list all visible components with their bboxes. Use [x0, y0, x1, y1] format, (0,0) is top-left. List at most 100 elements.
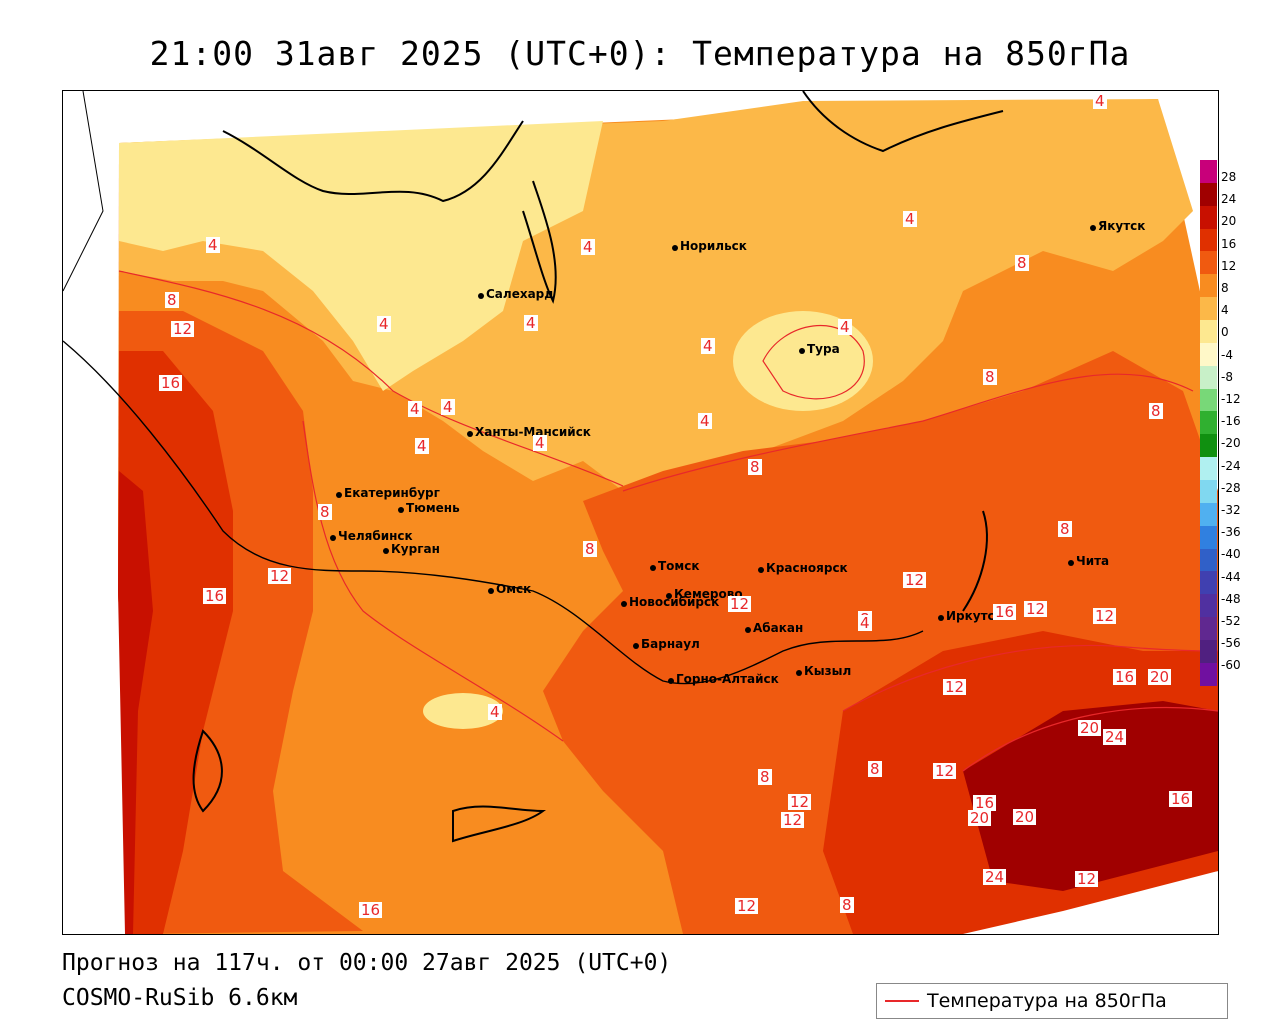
isoline-label: 8 [1149, 402, 1163, 420]
colorbar-segment [1200, 251, 1217, 275]
temperature-map [63, 91, 1218, 934]
isoline-label: 12 [781, 811, 805, 829]
isoline-label: 4 [377, 315, 391, 333]
colorbar-tick-label: 16 [1221, 236, 1237, 251]
city-marker [745, 627, 751, 633]
city-label: Тюмень [406, 501, 460, 515]
colorbar-tick-label: 24 [1221, 192, 1237, 207]
isoline-label: 16 [993, 603, 1017, 621]
city-marker [938, 615, 944, 621]
city-marker [796, 670, 802, 676]
isoline-label: 12 [268, 567, 292, 585]
colorbar-tick-label: 12 [1221, 258, 1237, 273]
isoline-label: 4 [488, 703, 502, 721]
colorbar-segment [1200, 365, 1217, 389]
isoline-label: 4 [408, 400, 422, 418]
colorbar-segment [1200, 457, 1217, 481]
colorbar-tick-label: 4 [1221, 303, 1229, 318]
colorbar-tick-label: -32 [1221, 503, 1241, 517]
colorbar-segment [1200, 297, 1217, 321]
isoline-label: 12 [943, 678, 967, 696]
isoline-label: 8 [1015, 254, 1029, 272]
isoline-label: 8 [165, 291, 179, 309]
legend: Температура на 850гПа [876, 983, 1228, 1019]
isoline-label: 20 [1148, 668, 1172, 686]
city-label: Иркутск [946, 609, 1003, 623]
city-marker [668, 678, 674, 684]
city-label: Барнаул [641, 637, 700, 651]
isoline-label: 16 [1113, 668, 1137, 686]
isoline-label: 8 [868, 760, 882, 778]
colorbar-tick-label: 0 [1221, 325, 1229, 340]
legend-label: Температура на 850гПа [927, 990, 1167, 1012]
colorbar-tick-label: -12 [1221, 392, 1241, 406]
isoline-label: 12 [933, 762, 957, 780]
isoline-label: 4 [858, 614, 872, 632]
isoline-label: 20 [968, 809, 992, 827]
city-marker [1090, 225, 1096, 231]
city-marker [336, 492, 342, 498]
isoline-label: 8 [1058, 520, 1072, 538]
city-marker [383, 548, 389, 554]
colorbar-segment [1200, 411, 1217, 435]
city-label: Норильск [680, 239, 747, 253]
colorbar-tick-label: -20 [1221, 436, 1241, 451]
city-label: Тура [807, 342, 840, 356]
colorbar-segment [1200, 434, 1217, 458]
isoline-label: 4 [206, 236, 220, 254]
isoline-label: 12 [1075, 870, 1099, 888]
isoline-label: 12 [171, 320, 195, 338]
colorbar-tick-label: 20 [1221, 214, 1237, 229]
isoline-label: 12 [1024, 600, 1048, 618]
forecast-info: Прогноз на 117ч. от 00:00 27авг 2025 (UT… [62, 950, 672, 976]
colorbar-segment [1200, 662, 1217, 686]
colorbar-segment [1200, 525, 1217, 549]
colorbar-segment [1200, 274, 1217, 298]
city-marker [650, 565, 656, 571]
isoline-label: 24 [983, 868, 1007, 886]
colorbar-segment [1200, 228, 1217, 252]
isoline-label: 16 [159, 374, 183, 392]
isoline-label: 4 [701, 337, 715, 355]
isoline-label: 12 [735, 897, 759, 915]
colorbar-segment [1200, 342, 1217, 366]
colorbar-tick-label: -36 [1221, 525, 1241, 540]
isoline-label: 12 [788, 793, 812, 811]
isoline-label: 8 [748, 458, 762, 476]
city-label: Ханты-Мансийск [475, 425, 591, 439]
colorbar-segment [1200, 388, 1217, 412]
city-label: Кызыл [804, 664, 852, 678]
colorbar-segment [1200, 160, 1217, 183]
isoline-label: 8 [983, 368, 997, 386]
isoline-label: 8 [758, 768, 772, 786]
colorbar-tick-label: -16 [1221, 414, 1241, 429]
city-marker [633, 643, 639, 649]
city-marker [666, 593, 672, 599]
city-label: Кемерово [674, 587, 743, 601]
colorbar-tick-label: -24 [1221, 458, 1241, 473]
isoline-label: 16 [1169, 790, 1193, 808]
isoline-label: 16 [359, 901, 383, 919]
city-label: Омск [496, 582, 532, 596]
city-marker [799, 348, 805, 354]
isoline-label: 4 [903, 210, 917, 228]
colorbar [1200, 160, 1217, 686]
colorbar-segment [1200, 617, 1217, 641]
colorbar-segment [1200, 640, 1217, 663]
isoline-label: 4 [524, 314, 538, 332]
city-label: Чита [1076, 554, 1110, 568]
map-area[interactable]: Норильск Якутск Салехард Тура Ханты-Мансийск… [62, 90, 1219, 935]
model-name: COSMO-RuSib 6.6км [62, 985, 298, 1011]
legend-line-icon [885, 1000, 919, 1002]
city-label: Томск [658, 559, 700, 573]
isoline-label: 8 [318, 503, 332, 521]
isoline-label: 8 [840, 896, 854, 914]
colorbar-segment [1200, 182, 1217, 206]
colorbar-tick-label: -52 [1221, 614, 1241, 628]
colorbar-segment [1200, 594, 1217, 618]
isoline-label: 16 [973, 794, 997, 812]
isoline-label: 24 [1103, 728, 1127, 746]
colorbar-tick-label: 8 [1221, 281, 1229, 295]
city-label: Салехард [486, 287, 554, 301]
city-label: Горно-Алтайск [676, 672, 779, 686]
